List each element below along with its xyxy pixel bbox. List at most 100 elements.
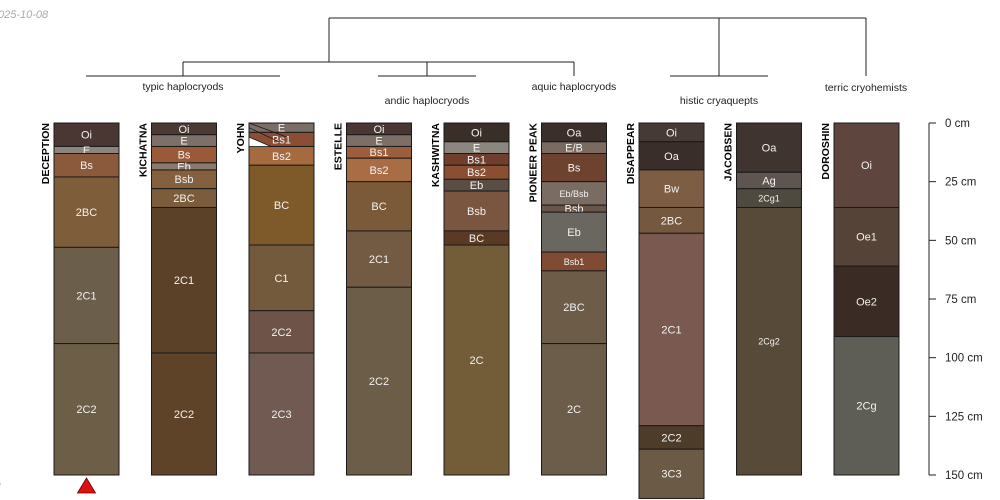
horizon-oe1 xyxy=(833,206,900,267)
profile-name: KASHWITNA xyxy=(430,123,442,188)
horizon-label: Oa xyxy=(664,151,680,163)
horizon-label: 2C3 xyxy=(271,409,291,421)
profile-jacobsen: Oa Ag 2Cg1 2Cg2 JACOBSEN xyxy=(723,122,802,476)
horizon-label: E xyxy=(473,143,480,155)
boundary-line xyxy=(248,122,288,138)
horizon-2c1 xyxy=(638,232,705,427)
group-label-andic-haplocryods: andic haplocryods xyxy=(385,95,470,107)
profile-disappear: Oi Oa Bw 2BC 2C1 2C2 3C3 DISAPPEAR xyxy=(625,122,705,499)
horizon-label: 2C2 xyxy=(661,432,681,444)
date-stamp: 025-10-08 xyxy=(0,9,49,21)
horizon-2c1 xyxy=(346,230,412,288)
corner-mark: l xyxy=(0,482,1,494)
horizon-label: Bsb1 xyxy=(564,257,585,267)
horizon-2c xyxy=(443,244,510,476)
horizon-label: Oi xyxy=(179,124,190,136)
horizon-label: Oi xyxy=(861,160,872,172)
horizon-2c2 xyxy=(151,352,217,476)
horizon-2c3 xyxy=(248,352,315,476)
horizon-2c xyxy=(541,343,607,476)
horizon-2c1 xyxy=(53,246,120,345)
horizon-label: Bs1 xyxy=(272,134,291,146)
boundary-line xyxy=(248,127,280,143)
profile-doroshin: Oi Oe1 Oe2 2Cg DOROSHIN xyxy=(820,122,900,476)
horizon-2c1 xyxy=(151,206,217,354)
horizon-label: 2C2 xyxy=(271,327,291,339)
horizon-label: 2C1 xyxy=(174,275,194,287)
axis-tick-label: 75 cm xyxy=(945,294,976,306)
horizon-label: E xyxy=(83,145,90,157)
horizon-label: E xyxy=(375,136,382,148)
axis-tick-label: 25 cm xyxy=(945,177,976,189)
horizon-oa xyxy=(736,122,802,173)
horizon-2cg2 xyxy=(736,206,802,476)
axis-tick-label: 100 cm xyxy=(945,353,983,365)
axis-tick-label: 0 cm xyxy=(945,118,970,130)
horizon-2bc xyxy=(638,206,705,234)
horizon-label: Eb/Bsb xyxy=(559,189,588,199)
horizon-label: E xyxy=(278,123,285,135)
horizon-label: Oe1 xyxy=(856,232,877,244)
horizon-label: Bs2 xyxy=(272,151,291,163)
horizon-label: Bs xyxy=(568,162,581,174)
horizon-oi xyxy=(833,122,900,208)
horizon-label: Oa xyxy=(762,143,778,155)
horizon-label: Bs1 xyxy=(467,154,486,166)
horizon-label: Bs xyxy=(80,160,93,172)
group-label-histic-cryaquepts: histic cryaquepts xyxy=(680,95,758,107)
horizon-label: 2C xyxy=(567,404,581,416)
horizon-eb xyxy=(541,211,607,253)
horizon-3c3 xyxy=(638,448,705,499)
marker-triangle-icon xyxy=(76,477,97,494)
horizon-label: BC xyxy=(469,233,484,245)
horizon-bsb xyxy=(443,190,510,232)
horizon-oe2 xyxy=(833,265,900,338)
dendrogram xyxy=(86,17,867,77)
horizon-label: 2C2 xyxy=(174,409,194,421)
profile-deception: Oi E Bs 2BC 2C1 2C2 DECEPTION xyxy=(40,122,120,494)
horizon-label: Eb xyxy=(470,180,483,192)
horizon-label: Bsb xyxy=(175,174,194,186)
horizon-2bc xyxy=(53,176,120,248)
horizon-c1 xyxy=(248,244,315,312)
profile-name: YOHN xyxy=(235,123,247,153)
horizon-label: 2BC xyxy=(76,207,97,219)
horizon-label: Bs2 xyxy=(467,167,486,179)
horizon-label: 2C2 xyxy=(369,376,389,388)
profile-name: DECEPTION xyxy=(40,123,52,184)
horizon-label: 2C2 xyxy=(76,404,96,416)
horizon-label: Bw xyxy=(664,184,679,196)
horizon-bc xyxy=(248,164,315,246)
group-label-terric-cryohemists: terric cryohemists xyxy=(825,82,907,94)
profile-name: DOROSHIN xyxy=(820,123,832,180)
horizon-label: 2Cg2 xyxy=(758,337,780,347)
horizon-label: Eb xyxy=(567,227,580,239)
horizon-label: 2C1 xyxy=(369,254,389,266)
horizon-label: Oi xyxy=(666,127,677,139)
group-labels: typic haplocryods andic haplocryods aqui… xyxy=(142,81,907,107)
profile-name: KICHATNA xyxy=(138,123,150,177)
axis-tick-label: 50 cm xyxy=(945,235,976,247)
horizon-label: 2C xyxy=(469,355,483,367)
profile-name: JACOBSEN xyxy=(723,123,735,181)
horizon-label: Ag xyxy=(762,175,775,187)
horizon-2bc xyxy=(541,270,607,345)
horizon-label: 2BC xyxy=(563,302,584,314)
profile-name: ESTELLE xyxy=(333,123,345,170)
horizon-label: Bsb xyxy=(467,206,486,218)
horizon-bs xyxy=(541,153,607,183)
axis-tick-label: 150 cm xyxy=(945,470,983,482)
depth-axis: 0 cm 25 cm 50 cm 75 cm 100 cm 125 cm 150 cm xyxy=(928,118,983,482)
horizon-bc xyxy=(346,181,412,232)
horizon-label: Oi xyxy=(374,124,385,136)
horizon-label: 2Cg xyxy=(856,401,876,413)
horizon-2c2 xyxy=(346,286,412,476)
horizon-label: 3C3 xyxy=(661,469,681,481)
horizon-label: Oi xyxy=(471,127,482,139)
horizon-label: Bs1 xyxy=(370,147,389,159)
